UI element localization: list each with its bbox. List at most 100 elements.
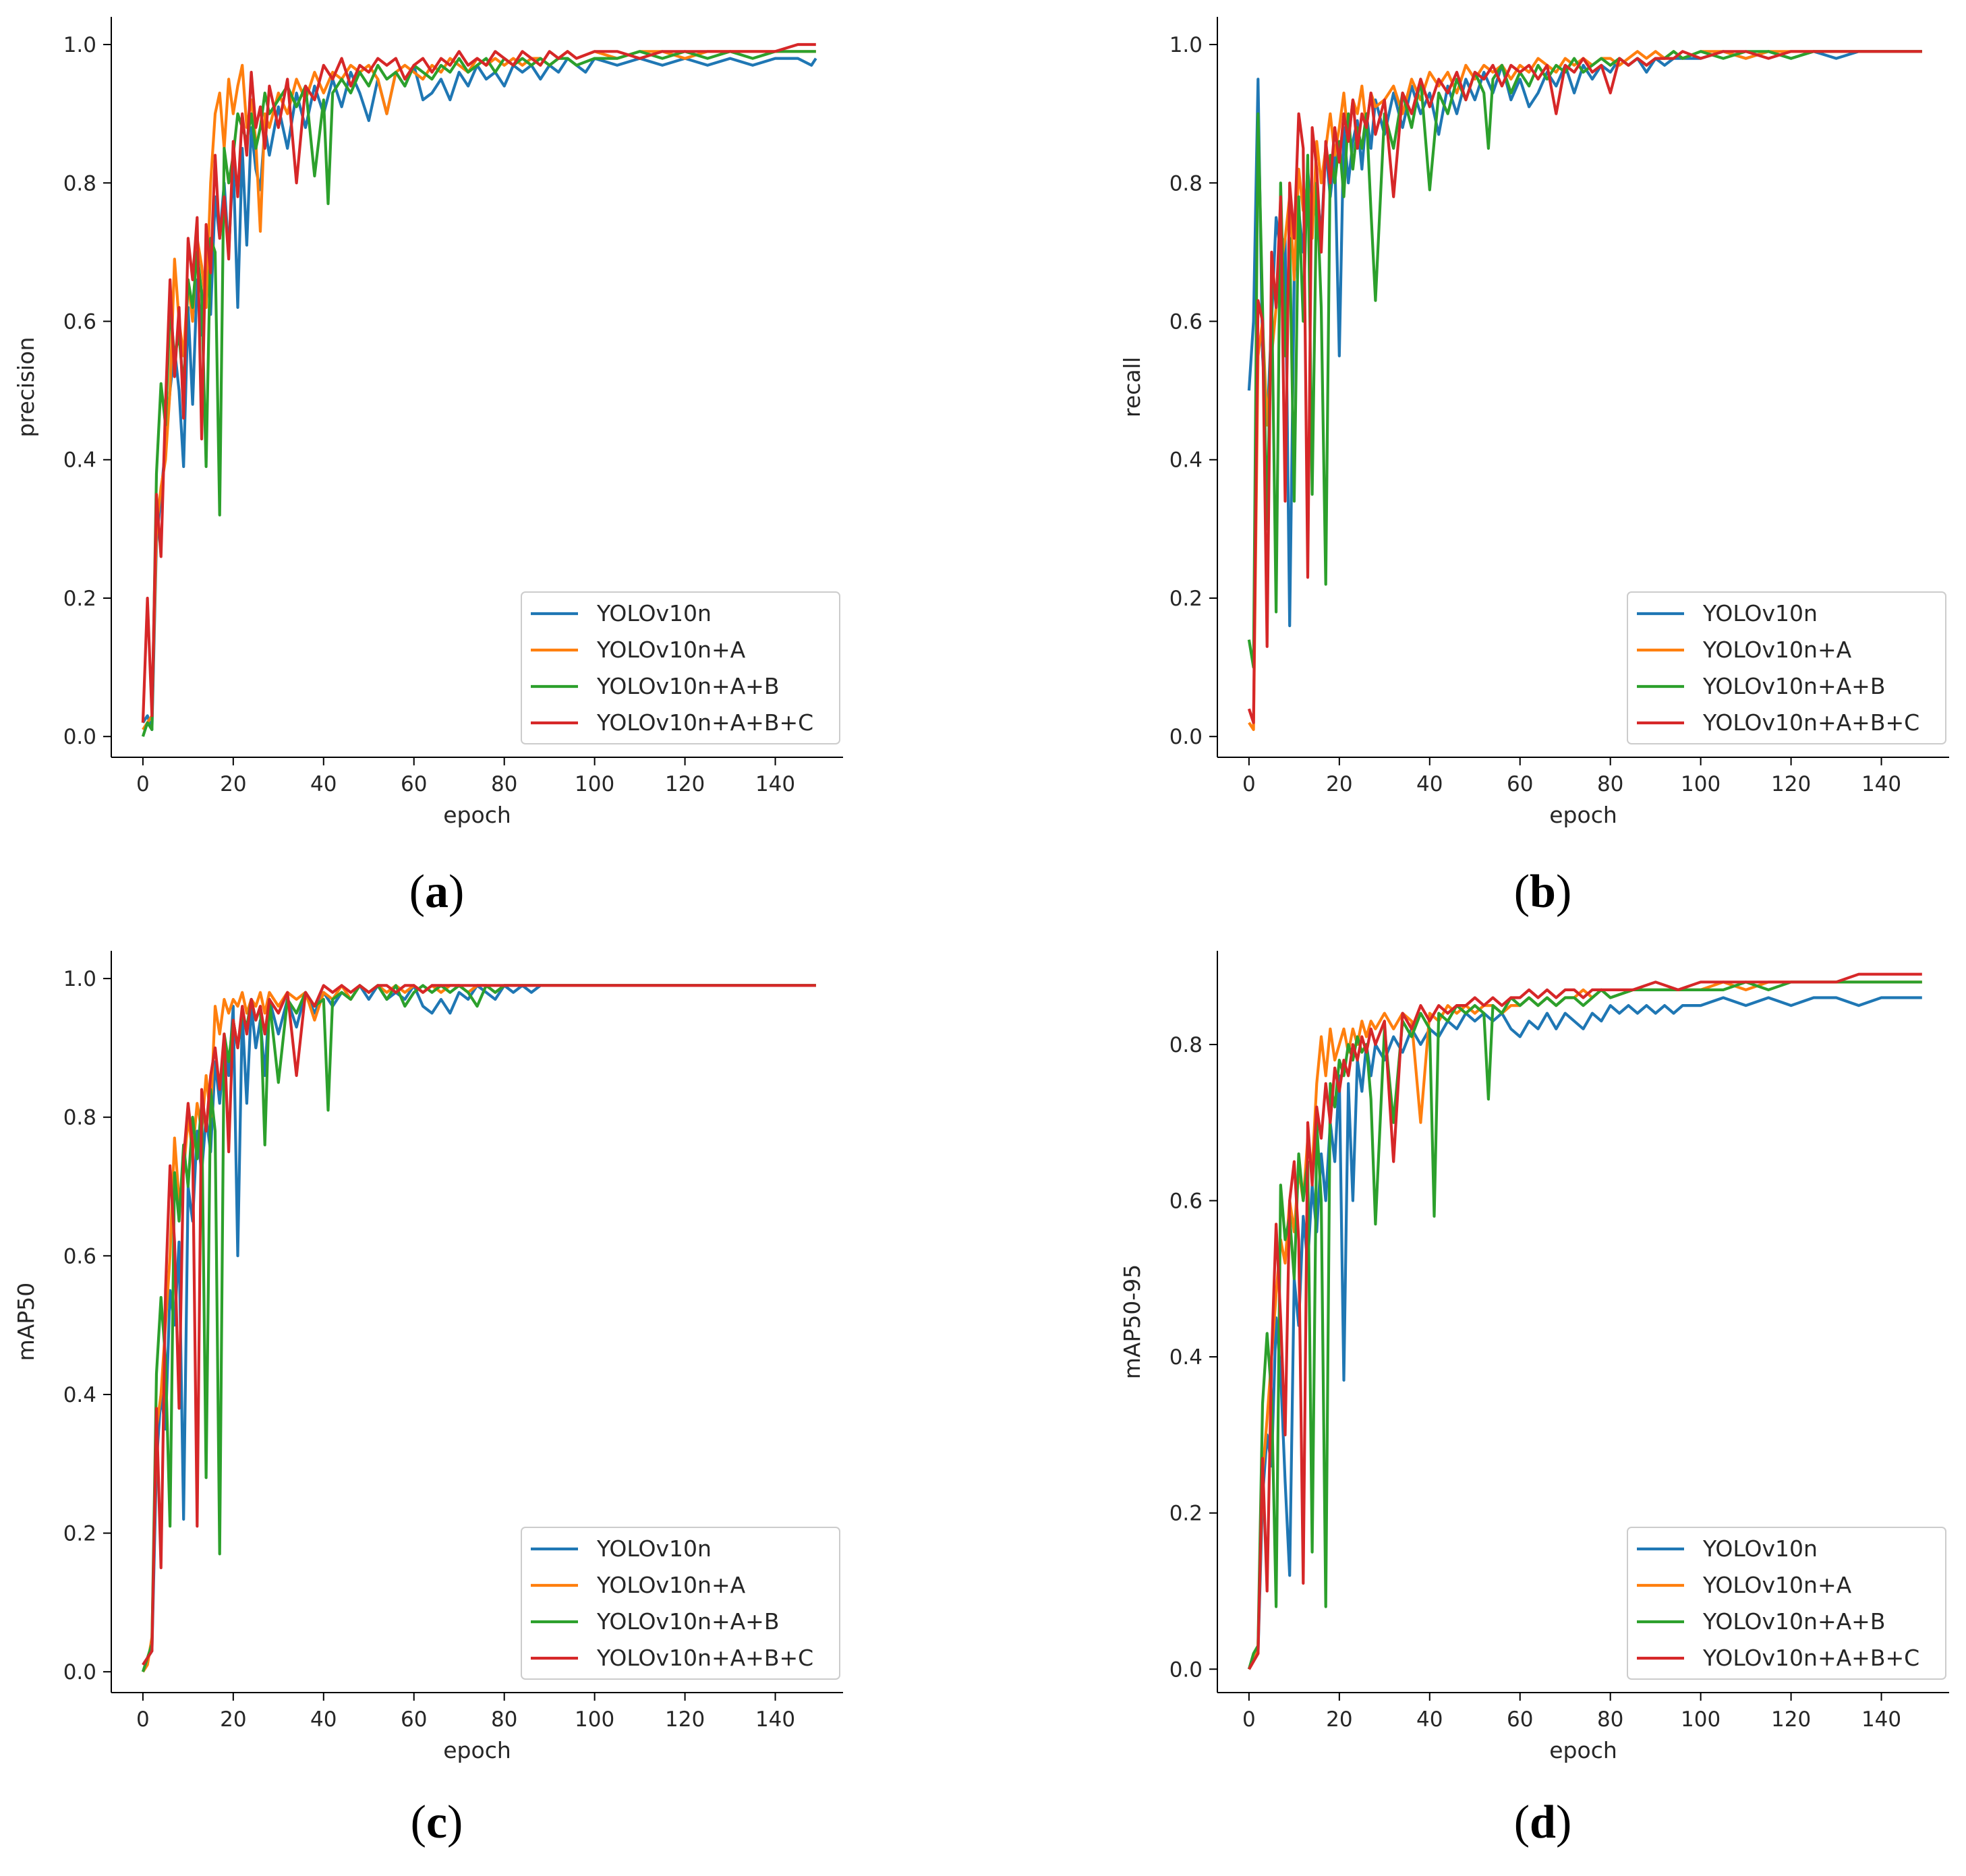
x-tick-label: 120 [1771, 772, 1811, 796]
legend-label: YOLOv10n+A+B+C [1702, 709, 1919, 736]
x-tick-label: 120 [665, 772, 705, 796]
x-tick-label: 0 [136, 772, 150, 796]
legend-label: YOLOv10n [596, 1535, 712, 1562]
x-tick-label: 60 [401, 1707, 427, 1732]
y-tick-label: 0.4 [1169, 1345, 1203, 1370]
legend-label: YOLOv10n+A+B [596, 673, 779, 699]
x-tick-label: 120 [665, 1707, 705, 1732]
legend-label: YOLOv10n+A [1702, 1572, 1852, 1598]
x-axis-label: epoch [1549, 802, 1617, 828]
y-axis-label: mAP50-95 [1119, 1264, 1145, 1380]
x-tick-label: 140 [1861, 1707, 1901, 1732]
x-tick-label: 100 [575, 1707, 614, 1732]
y-tick-label: 0.0 [1169, 1658, 1203, 1682]
series-line-4 [1247, 50, 1922, 724]
legend-box [521, 1527, 840, 1680]
legend-label: YOLOv10n [596, 600, 712, 626]
x-tick-label: 20 [1326, 1707, 1352, 1732]
panel-letter: d [1530, 1796, 1556, 1848]
x-tick-label: 20 [220, 772, 246, 796]
y-tick-label: 0.4 [63, 1383, 96, 1407]
x-axis-label: epoch [1549, 1737, 1617, 1763]
x-tick-label: 80 [1597, 772, 1623, 796]
y-tick-label: 0.8 [63, 1106, 96, 1130]
legend-box [1627, 591, 1946, 744]
y-tick-label: 0.2 [63, 587, 96, 611]
y-tick-label: 0.2 [1169, 1502, 1203, 1526]
y-tick-label: 0.0 [1169, 725, 1203, 749]
chart-panel-b: 0 20 40 60 80 100 120 140 0.0 0.2 0.4 0.6 0.8 1.0 epoc… [1119, 17, 1949, 918]
panel-label: (d) [1514, 1796, 1572, 1848]
legend: YOLOv10n YOLOv10n+A YOLOv10n+A+B YOLOv10n+A… [1627, 591, 1946, 744]
x-tick-label: 140 [755, 772, 795, 796]
chart-panel-a: 0 20 40 60 80 100 120 140 0.0 0.2 0.4 0.6 0.8 1.0 epoc… [13, 17, 843, 918]
y-tick-label: 0.8 [1169, 1033, 1203, 1057]
y-axis-label: mAP50 [13, 1283, 39, 1361]
panel-label: (c) [411, 1796, 463, 1848]
y-tick-label: 0.8 [63, 171, 96, 196]
x-tick-label: 0 [136, 1707, 150, 1732]
legend-label: YOLOv10n [1702, 1535, 1818, 1562]
legend-label: YOLOv10n+A+B [596, 1608, 779, 1635]
x-tick-label: 20 [220, 1707, 246, 1732]
x-tick-label: 40 [310, 1707, 337, 1732]
y-tick-label: 1.0 [63, 967, 96, 991]
legend-label: YOLOv10n+A+B+C [596, 709, 813, 736]
x-axis-label: epoch [443, 802, 511, 828]
x-tick-label: 100 [1681, 1707, 1721, 1732]
legend: YOLOv10n YOLOv10n+A YOLOv10n+A+B YOLOv10n+A… [521, 1527, 840, 1680]
panel-letter: c [426, 1796, 447, 1848]
y-tick-label: 1.0 [63, 33, 96, 57]
panel-letter: b [1530, 866, 1556, 918]
x-tick-label: 60 [401, 772, 427, 796]
legend: YOLOv10n YOLOv10n+A YOLOv10n+A+B YOLOv10n+A… [521, 591, 840, 744]
y-tick-label: 0.2 [1169, 587, 1203, 611]
x-tick-label: 140 [1861, 772, 1901, 796]
x-axis-label: epoch [443, 1737, 511, 1763]
x-tick-label: 0 [1242, 1707, 1256, 1732]
series-line-3 [1247, 980, 1922, 1670]
x-tick-label: 40 [1416, 772, 1443, 796]
y-tick-label: 0.6 [1169, 310, 1203, 334]
y-tick-label: 0.6 [1169, 1190, 1203, 1214]
chart-panel-d: 0 20 40 60 80 100 120 140 0.0 0.2 0.4 0.6 0.8 epoch mA… [1119, 951, 1949, 1848]
panel-letter: a [425, 866, 449, 918]
legend-label: YOLOv10n+A+B+C [1702, 1645, 1919, 1671]
x-tick-label: 80 [491, 772, 517, 796]
legend-box [1627, 1527, 1946, 1680]
legend-label: YOLOv10n+A+B [1702, 673, 1885, 699]
y-tick-label: 0.6 [63, 310, 96, 334]
x-tick-label: 20 [1326, 772, 1352, 796]
y-tick-label: 0.4 [1169, 448, 1203, 473]
series-line-4 [1248, 972, 1922, 1670]
legend-label: YOLOv10n+A+B [1702, 1608, 1885, 1635]
panel-label: (b) [1514, 866, 1572, 918]
x-tick-label: 40 [1416, 1707, 1443, 1732]
legend-label: YOLOv10n+A [596, 1572, 746, 1598]
x-tick-label: 100 [1681, 772, 1721, 796]
x-tick-label: 80 [491, 1707, 517, 1732]
series-line-1 [1248, 996, 1922, 1670]
series-line-4 [142, 984, 816, 1666]
legend-box [521, 591, 840, 744]
x-tick-label: 120 [1771, 1707, 1811, 1732]
x-tick-label: 140 [755, 1707, 795, 1732]
chart-panel-c: 0 20 40 60 80 100 120 140 0.0 0.2 0.4 0.6 0.8 1.0 epoc… [13, 951, 843, 1848]
y-tick-label: 0.4 [63, 448, 96, 473]
legend-label: YOLOv10n [1702, 600, 1818, 626]
x-tick-label: 100 [575, 772, 614, 796]
legend-label: YOLOv10n+A [1702, 637, 1852, 663]
y-tick-label: 0.6 [63, 1244, 96, 1268]
y-tick-label: 1.0 [1169, 33, 1203, 57]
y-axis-label: precision [13, 337, 39, 438]
x-tick-label: 80 [1597, 1707, 1623, 1732]
x-tick-label: 40 [310, 772, 337, 796]
x-tick-label: 60 [1507, 772, 1533, 796]
y-tick-label: 0.0 [63, 725, 96, 749]
panel-label: (a) [409, 866, 465, 918]
y-tick-label: 0.2 [63, 1522, 96, 1546]
legend-label: YOLOv10n+A+B+C [596, 1645, 813, 1671]
x-tick-label: 0 [1242, 772, 1256, 796]
legend-label: YOLOv10n+A [596, 637, 746, 663]
